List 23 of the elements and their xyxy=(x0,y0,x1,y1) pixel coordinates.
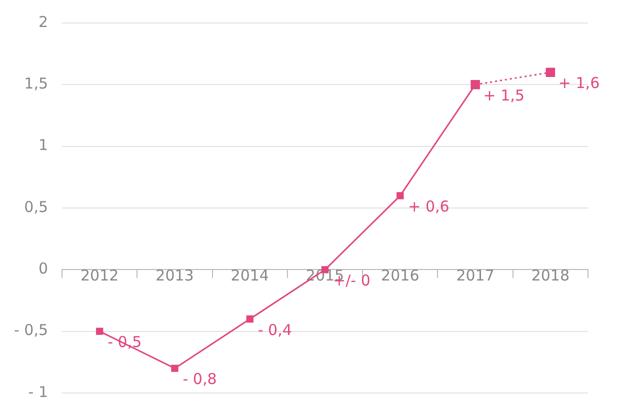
x-tick-label: 2018 xyxy=(531,266,570,285)
point xyxy=(546,68,556,77)
x-tick-label: 2012 xyxy=(80,266,119,285)
point xyxy=(396,192,404,200)
x-tick-label: 2016 xyxy=(381,266,420,285)
y-tick-label: - 1 xyxy=(28,382,48,401)
data-label: + 1,6 xyxy=(558,74,600,92)
y-tick-label: 0,5 xyxy=(24,198,48,216)
y-tick-label: 2 xyxy=(38,12,48,31)
y-tick-label: 0 xyxy=(38,260,48,278)
point xyxy=(171,364,178,372)
x-tick-label: 2014 xyxy=(230,266,269,285)
data-label: + 0,6 xyxy=(408,198,450,216)
data-label: - 0,8 xyxy=(182,370,217,388)
y-tick-label: 1 xyxy=(38,136,48,154)
data-label: + 1,5 xyxy=(483,86,524,105)
y-tick-label: 1,5 xyxy=(24,74,48,93)
x-tick-label: 2017 xyxy=(456,266,494,285)
data-label: - 0,4 xyxy=(258,320,292,339)
point xyxy=(96,328,104,335)
x-tick-label: 2013 xyxy=(156,266,194,285)
point xyxy=(246,315,254,323)
y-tick-label: - 0,5 xyxy=(14,321,48,340)
